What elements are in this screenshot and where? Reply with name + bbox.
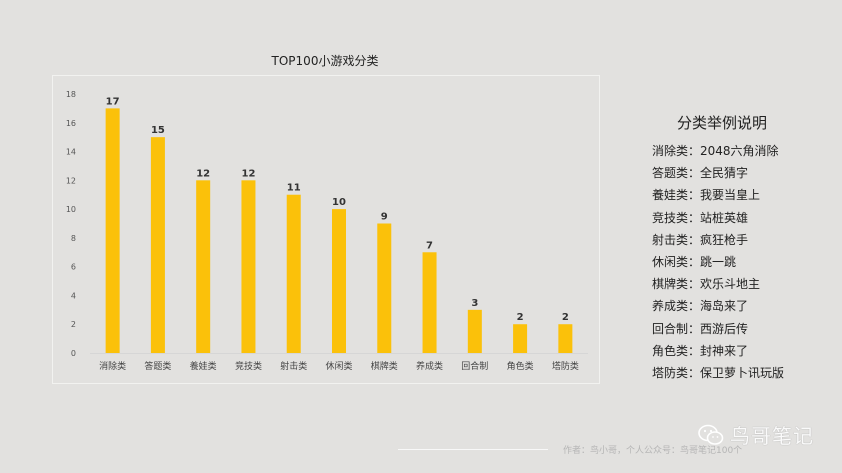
x-tick-label: 回合制	[461, 360, 488, 372]
x-tick-label: 答题类	[144, 360, 171, 372]
y-tick-label: 8	[71, 234, 76, 243]
data-label: 17	[106, 96, 120, 107]
data-label: 2	[517, 312, 524, 323]
data-label: 12	[241, 168, 255, 179]
x-tick-label: 角色类	[507, 360, 534, 372]
bar	[105, 108, 120, 353]
data-label: 12	[196, 168, 210, 179]
legend-list: 消除类：2048六角消除 答题类：全民猜字 養娃类：我要当皇上 竞技类：站桩英雄…	[652, 140, 784, 384]
bar	[513, 324, 528, 353]
legend-item: 角色类：封神来了	[652, 343, 749, 358]
bar	[422, 252, 437, 353]
bar	[241, 180, 256, 353]
legend-title: 分类举例说明	[676, 114, 767, 132]
watermark-text: 鸟哥笔记	[730, 424, 814, 448]
y-tick-label: 4	[71, 291, 76, 300]
footer-divider	[398, 449, 548, 450]
wechat-icon	[698, 424, 724, 445]
legend-item: 棋牌类：欢乐斗地主	[652, 277, 761, 292]
x-tick-label: 休闲类	[325, 360, 352, 372]
legend-item: 消除类：2048六角消除	[652, 144, 779, 158]
plot-frame	[52, 75, 600, 384]
y-tick-label: 2	[71, 320, 76, 329]
bar	[286, 194, 301, 353]
x-tick-label: 射击类	[280, 360, 307, 372]
y-tick-label: 14	[66, 148, 76, 157]
watermark: 鸟哥笔记	[698, 420, 814, 449]
bar	[377, 223, 392, 353]
y-tick-label: 12	[66, 176, 76, 185]
x-tick-label: 棋牌类	[371, 360, 398, 372]
bar	[558, 324, 573, 353]
legend-item: 答题类：全民猜字	[652, 166, 749, 181]
legend-item: 养成类：海岛来了	[652, 299, 749, 314]
legend-item: 養娃类：我要当皇上	[652, 188, 761, 203]
x-tick-label: 养成类	[416, 360, 443, 372]
data-label: 10	[332, 197, 346, 208]
x-tick-label: 塔防类	[552, 360, 579, 372]
data-label: 11	[287, 183, 301, 194]
bar	[150, 137, 165, 353]
data-label: 9	[381, 212, 388, 223]
legend-item: 回合制：西游后传	[652, 321, 749, 336]
data-label: 7	[426, 240, 433, 251]
data-label: 2	[562, 312, 569, 323]
bar	[196, 180, 211, 353]
bar	[467, 309, 482, 353]
y-tick-label: 6	[71, 263, 76, 272]
legend-item: 射击类：疯狂枪手	[652, 232, 749, 247]
legend-item: 休闲类：跳一跳	[652, 254, 737, 269]
footer-credit: 作者：鸟小哥，个人公众号：鸟哥笔记100个	[563, 446, 743, 456]
y-tick-label: 18	[66, 90, 76, 99]
x-tick-label: 消除类	[99, 360, 126, 372]
legend-item: 竞技类：站桩英雄	[652, 210, 749, 225]
x-tick-label: 竞技类	[235, 360, 262, 372]
y-tick-label: 0	[71, 349, 76, 358]
chart-title: TOP100小游戏分类	[271, 54, 379, 68]
x-tick-label: 養娃类	[190, 360, 217, 372]
y-tick-label: 10	[66, 205, 76, 214]
bar	[332, 209, 346, 353]
y-tick-label: 16	[66, 119, 76, 128]
data-label: 3	[471, 298, 478, 309]
legend-item: 塔防类：保卫萝卜讯玩版	[652, 365, 785, 380]
data-label: 15	[151, 125, 165, 136]
